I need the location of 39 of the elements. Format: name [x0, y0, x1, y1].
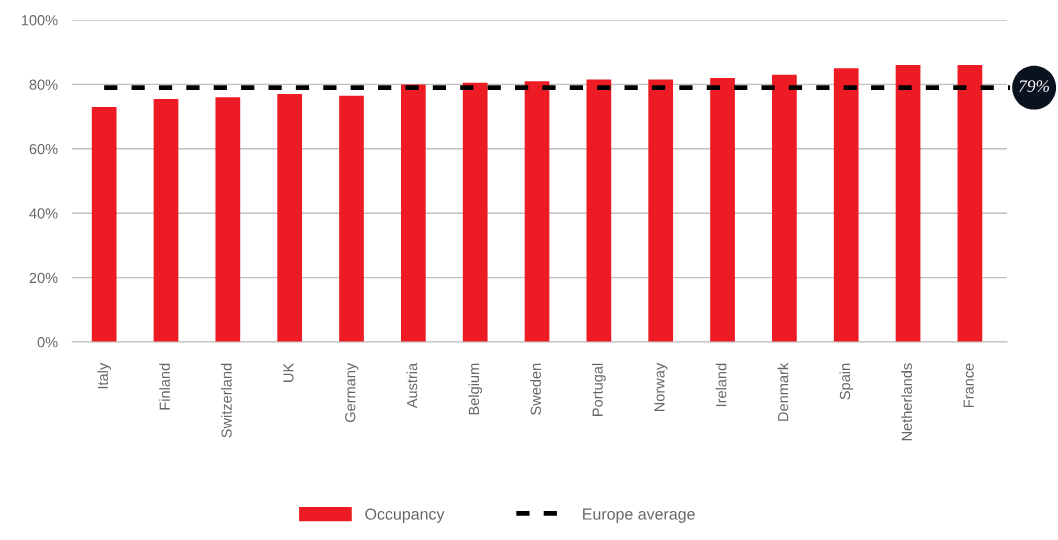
y-tick-label: 80%: [29, 79, 58, 90]
y-tick-label: 0%: [37, 337, 58, 348]
legend-label: Occupancy: [365, 508, 445, 523]
x-tick-label: Austria: [406, 362, 418, 409]
x-tick-label: Portugal: [592, 363, 606, 416]
x-tick-label: Denmark: [777, 362, 789, 421]
x-tick-label: Germany: [345, 362, 359, 423]
bar: [91, 106, 117, 342]
y-tick-label: 40%: [29, 208, 58, 219]
bar: [833, 68, 859, 342]
bar: [586, 79, 612, 342]
legend-label: Europe average: [583, 508, 695, 523]
bar: [957, 65, 983, 342]
bar: [462, 82, 488, 342]
x-tick-label: Sweden: [530, 363, 541, 415]
x-tick-label: Norway: [654, 362, 668, 412]
bar: [277, 94, 303, 342]
x-tick-label: Finland: [159, 363, 170, 410]
bar: [400, 84, 426, 342]
x-tick-label: Italy: [97, 362, 111, 389]
x-tick-label: Belgium: [468, 363, 482, 415]
y-tick-label: 100%: [21, 15, 58, 26]
bar: [710, 77, 735, 342]
bar: [895, 65, 921, 342]
x-tick-label: Ireland: [715, 363, 727, 407]
text: 79%: [1019, 80, 1050, 93]
y-tick-label: 20%: [29, 272, 58, 284]
x-tick-label: Switzerland: [221, 363, 232, 438]
x-tick-label: Spain: [839, 363, 854, 400]
bar: [153, 98, 179, 342]
x-tick-label: UK: [283, 363, 294, 382]
x-tick-label: Netherlands: [901, 363, 912, 441]
bar: [339, 95, 364, 342]
bar: [524, 81, 550, 342]
x-tick-label: France: [963, 363, 974, 408]
bar: [215, 97, 241, 342]
y-tick-label: 60%: [29, 143, 58, 155]
bar: [648, 79, 674, 342]
bar: [772, 74, 797, 342]
